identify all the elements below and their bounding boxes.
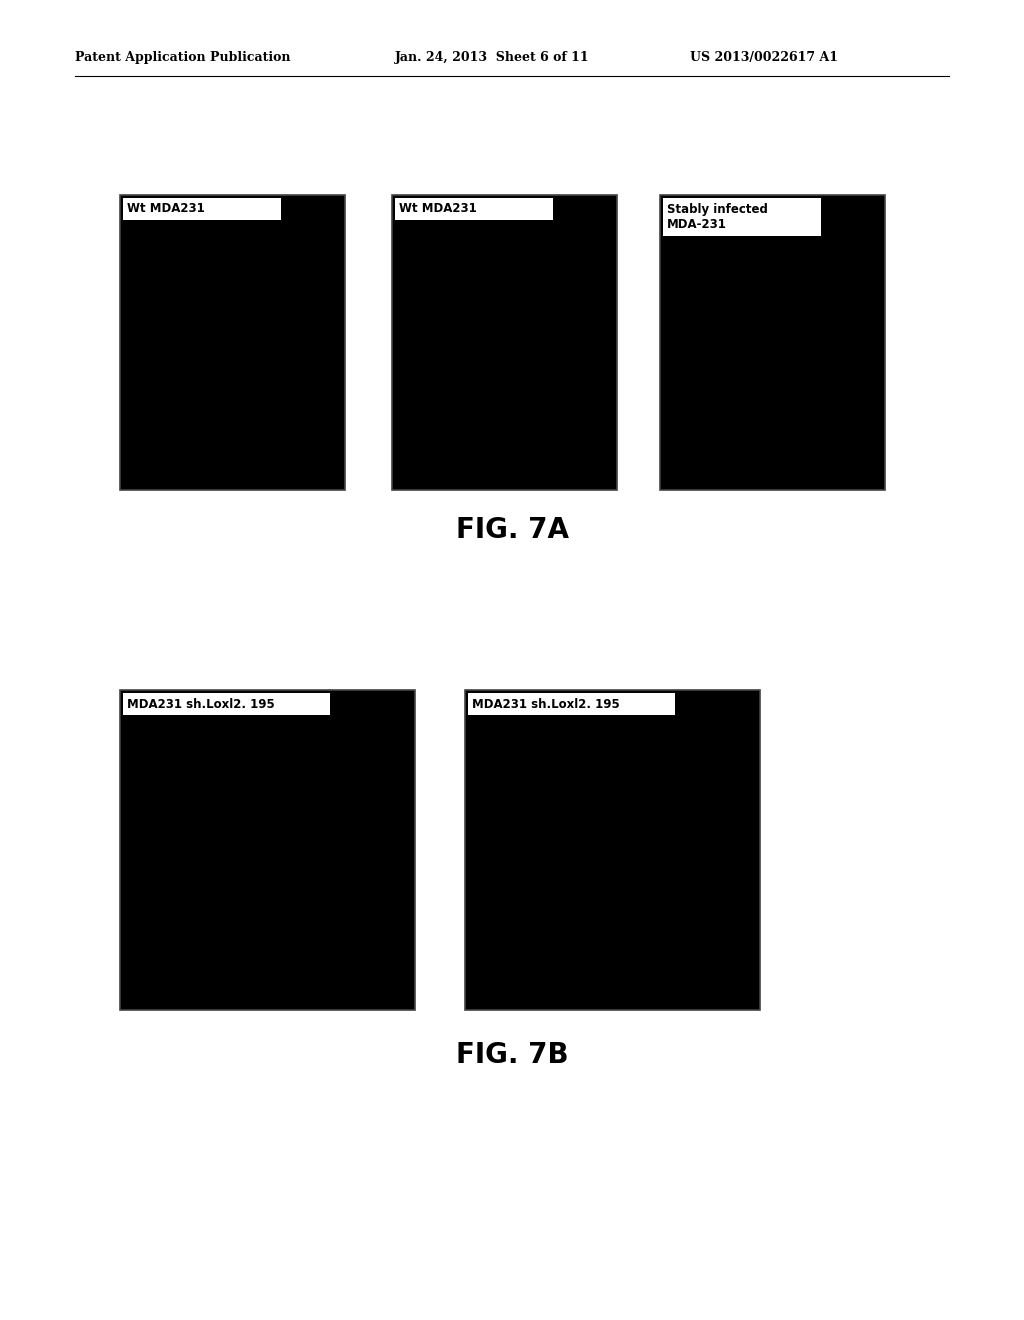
Bar xyxy=(392,195,617,490)
Text: Jan. 24, 2013  Sheet 6 of 11: Jan. 24, 2013 Sheet 6 of 11 xyxy=(395,51,590,65)
Text: Wt MDA231: Wt MDA231 xyxy=(399,202,477,215)
Bar xyxy=(123,198,281,220)
Bar xyxy=(120,195,345,490)
Bar xyxy=(395,198,553,220)
Bar xyxy=(660,195,885,490)
Text: MDA231 sh.Loxl2. 195: MDA231 sh.Loxl2. 195 xyxy=(472,697,620,710)
Bar xyxy=(123,693,330,715)
Text: FIG. 7B: FIG. 7B xyxy=(456,1041,568,1069)
Text: Stably infected
MDA-231: Stably infected MDA-231 xyxy=(667,203,768,231)
Bar xyxy=(120,690,415,1010)
Text: Patent Application Publication: Patent Application Publication xyxy=(75,51,291,65)
Bar xyxy=(468,693,675,715)
Bar xyxy=(465,690,760,1010)
Text: US 2013/0022617 A1: US 2013/0022617 A1 xyxy=(690,51,838,65)
Text: MDA231 sh.Loxl2. 195: MDA231 sh.Loxl2. 195 xyxy=(127,697,274,710)
Bar xyxy=(663,198,820,236)
Text: FIG. 7A: FIG. 7A xyxy=(456,516,568,544)
Text: Wt MDA231: Wt MDA231 xyxy=(127,202,205,215)
